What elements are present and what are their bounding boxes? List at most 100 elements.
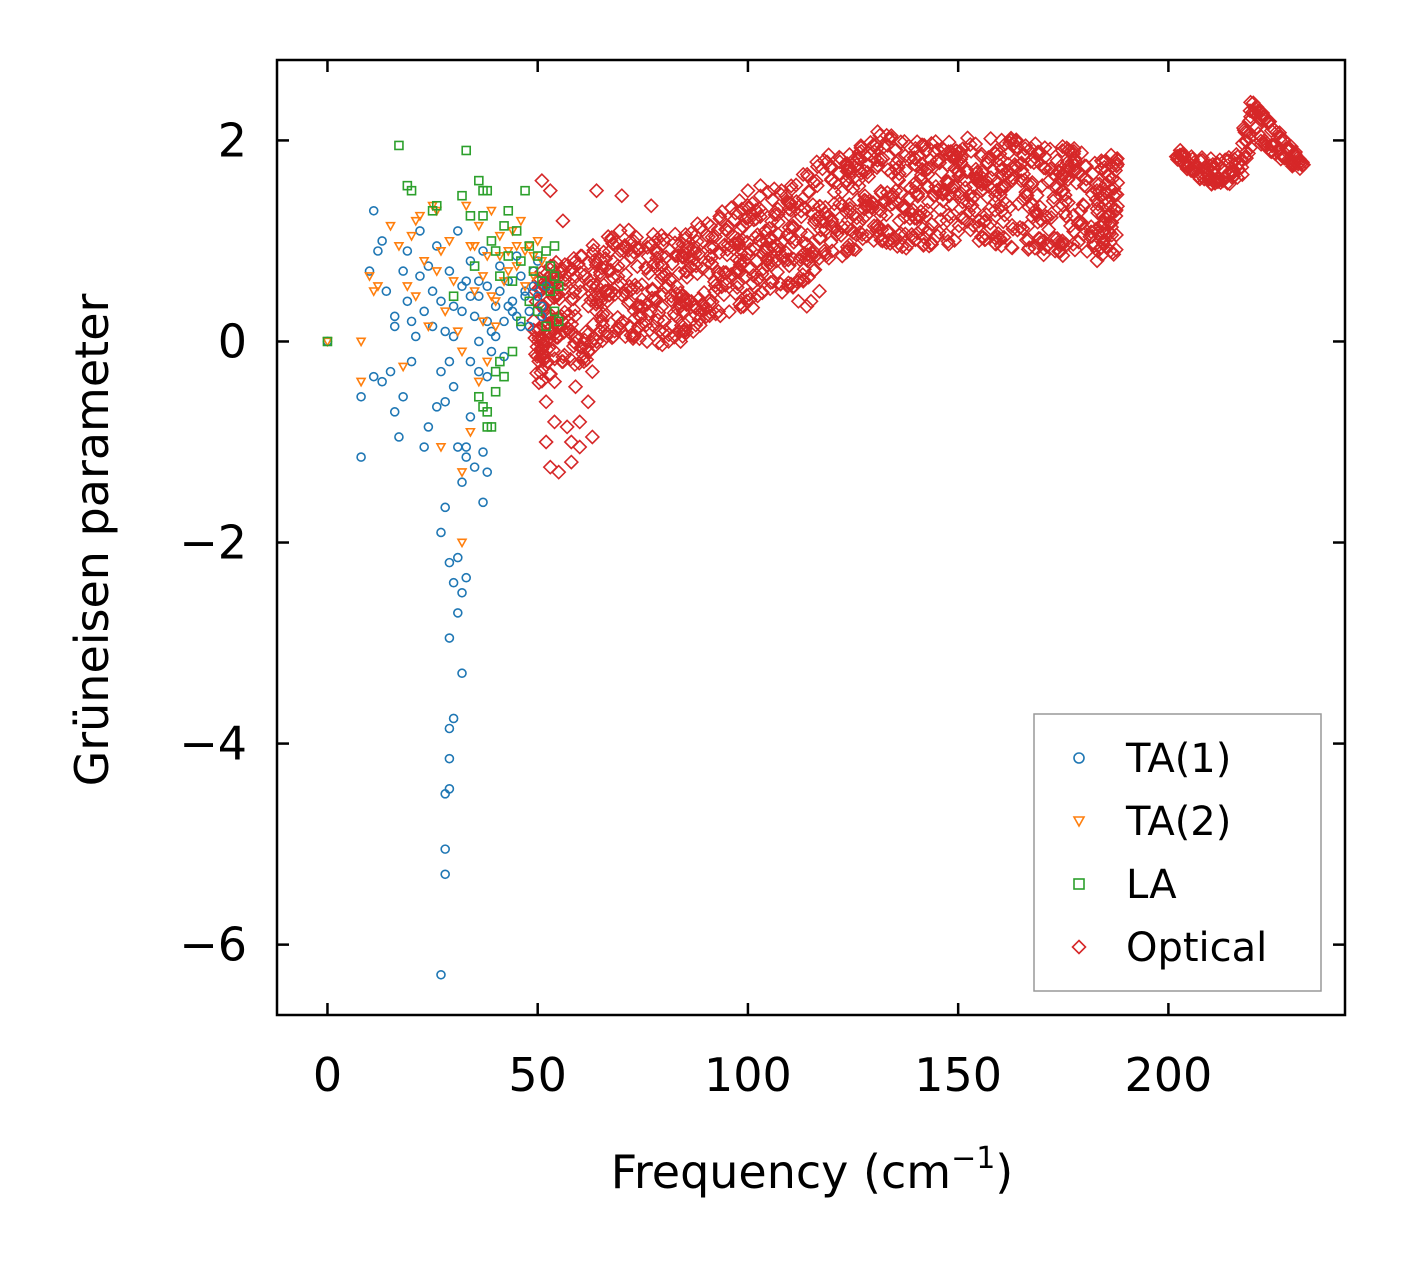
data-point-ta-2 bbox=[465, 427, 476, 438]
data-point-optical bbox=[561, 306, 577, 323]
data-point-ta-1 bbox=[465, 412, 476, 422]
data-point-optical bbox=[1007, 156, 1023, 173]
data-point-optical bbox=[574, 339, 590, 355]
data-point-optical bbox=[1004, 217, 1020, 234]
data-point-ta-1 bbox=[448, 577, 459, 588]
data-point-optical bbox=[869, 159, 885, 176]
data-point-optical bbox=[890, 159, 906, 175]
data-point-optical bbox=[895, 198, 911, 214]
data-point-optical bbox=[1002, 199, 1018, 215]
data-point-optical bbox=[920, 179, 936, 196]
data-point-optical bbox=[785, 220, 801, 237]
data-point-optical bbox=[720, 236, 736, 253]
data-point-optical bbox=[1030, 144, 1046, 160]
data-point-optical bbox=[621, 293, 637, 309]
data-point-optical bbox=[719, 241, 736, 258]
data-point-optical bbox=[898, 240, 914, 256]
data-point-optical bbox=[683, 225, 699, 241]
data-point-ta-1 bbox=[448, 713, 459, 724]
data-point-optical bbox=[893, 226, 909, 242]
data-point-optical bbox=[677, 317, 693, 333]
data-point-ta-1 bbox=[402, 296, 413, 307]
data-point-optical bbox=[965, 217, 981, 233]
data-point-la bbox=[541, 246, 551, 256]
data-point-ta-2 bbox=[490, 297, 502, 307]
data-point-optical bbox=[1065, 146, 1082, 162]
data-point-optical bbox=[617, 239, 633, 256]
data-point-optical bbox=[811, 283, 828, 299]
data-point-ta-2 bbox=[355, 337, 367, 348]
data-point-optical bbox=[853, 138, 869, 154]
data-point-ta-1 bbox=[356, 391, 366, 402]
x-axis-label-superscript: −1 bbox=[951, 1141, 995, 1176]
data-point-optical bbox=[1057, 170, 1073, 186]
data-point-optical bbox=[809, 178, 825, 194]
data-point-optical bbox=[626, 311, 643, 327]
data-point-optical bbox=[806, 215, 823, 231]
data-point-optical bbox=[551, 291, 567, 307]
data-point-ta-1 bbox=[440, 789, 450, 799]
data-point-optical bbox=[971, 213, 987, 229]
data-point-optical bbox=[563, 434, 579, 450]
data-point-optical bbox=[651, 304, 667, 321]
data-point-optical bbox=[759, 242, 775, 258]
data-point-optical bbox=[1230, 149, 1246, 165]
data-point-optical bbox=[1238, 144, 1254, 161]
data-point-optical bbox=[1037, 149, 1053, 165]
data-point-optical bbox=[1020, 232, 1037, 248]
data-point-ta-2 bbox=[439, 307, 451, 317]
data-point-ta-1 bbox=[377, 236, 387, 246]
data-point-optical bbox=[978, 207, 995, 223]
data-point-optical bbox=[625, 328, 642, 344]
data-point-optical bbox=[704, 256, 720, 272]
data-point-optical bbox=[586, 290, 602, 306]
data-point-ta-1 bbox=[444, 633, 455, 643]
data-point-optical bbox=[849, 210, 865, 226]
data-point-optical bbox=[939, 213, 955, 229]
data-point-ta-2 bbox=[511, 241, 523, 252]
data-point-optical bbox=[572, 439, 588, 455]
data-point-ta-1 bbox=[440, 326, 450, 337]
data-point-ta-1 bbox=[457, 587, 467, 598]
data-point-optical bbox=[702, 293, 718, 309]
data-point-optical bbox=[817, 246, 833, 262]
data-point-optical bbox=[1105, 244, 1121, 261]
data-point-la bbox=[457, 190, 467, 201]
data-point-ta-2 bbox=[490, 322, 502, 333]
data-point-optical bbox=[1002, 135, 1018, 151]
data-point-optical bbox=[1234, 135, 1251, 152]
data-point-optical bbox=[1224, 164, 1240, 180]
data-point-ta-2 bbox=[528, 272, 539, 282]
data-point-la bbox=[482, 185, 493, 196]
data-point-optical bbox=[1037, 160, 1054, 176]
data-point-optical bbox=[885, 186, 901, 203]
data-point-optical bbox=[1284, 158, 1300, 174]
data-point-optical bbox=[845, 152, 861, 169]
data-point-optical bbox=[732, 257, 748, 273]
data-point-optical bbox=[557, 267, 574, 283]
data-point-ta-1 bbox=[469, 462, 480, 472]
data-point-optical bbox=[1101, 215, 1118, 231]
data-point-optical bbox=[1027, 202, 1043, 219]
x-tick-label: 200 bbox=[1124, 1048, 1212, 1102]
data-point-optical bbox=[873, 151, 889, 168]
data-point-optical bbox=[1180, 153, 1196, 170]
data-point-optical bbox=[642, 322, 658, 338]
data-point-ta-1 bbox=[444, 356, 455, 367]
data-point-la bbox=[549, 306, 560, 317]
data-point-optical bbox=[874, 233, 891, 249]
data-point-ta-1 bbox=[524, 321, 535, 332]
data-point-optical bbox=[1043, 209, 1059, 226]
data-point-optical bbox=[567, 283, 583, 299]
data-point-optical bbox=[1057, 187, 1073, 203]
data-point-optical bbox=[861, 168, 877, 185]
data-point-ta-1 bbox=[532, 291, 543, 302]
data-point-optical bbox=[1237, 124, 1253, 140]
data-point-optical bbox=[1071, 213, 1087, 230]
data-point-optical bbox=[646, 318, 662, 334]
data-point-optical bbox=[674, 249, 690, 265]
data-point-optical bbox=[676, 249, 692, 266]
data-point-ta-1 bbox=[410, 331, 421, 342]
data-point-la bbox=[465, 211, 476, 221]
data-point-optical bbox=[760, 184, 776, 201]
